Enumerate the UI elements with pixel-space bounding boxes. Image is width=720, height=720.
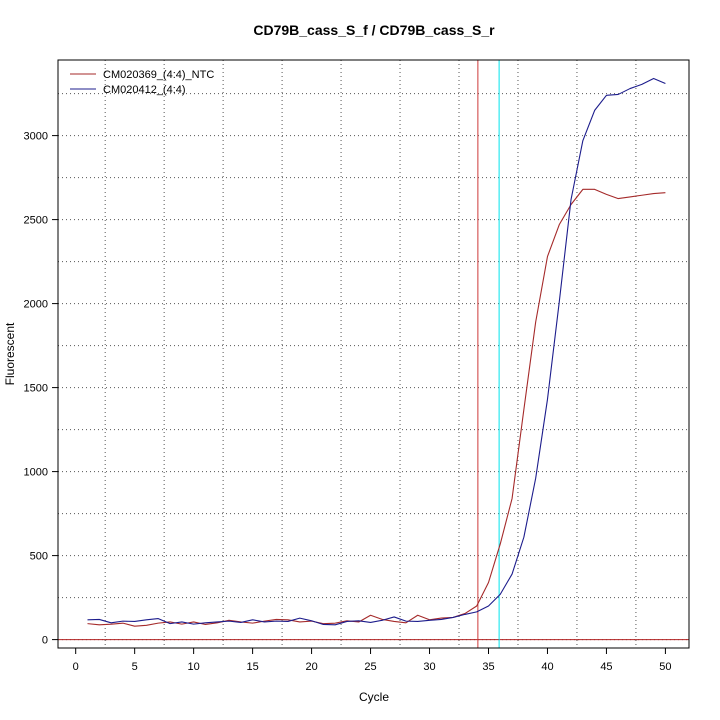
y-tick-label: 1500 (24, 383, 48, 395)
x-tick-label: 0 (73, 661, 79, 673)
y-tick-label: 2500 (24, 215, 48, 227)
x-tick-label: 40 (541, 661, 553, 673)
plot-frame (57, 59, 690, 649)
x-tick-label: 10 (188, 661, 200, 673)
legend: CM020369_(4:4)_NTC CM020412_(4:4) (70, 69, 214, 96)
y-axis-label: Fluorescent (3, 322, 17, 385)
chart-title: CD79B_cass_S_f / CD79B_cass_S_r (253, 22, 495, 38)
y-tick-label: 2000 (24, 299, 48, 311)
y-tick-label: 3000 (24, 131, 48, 143)
x-axis-label: Cycle (359, 690, 389, 704)
x-tick-label: 5 (132, 661, 138, 673)
threshold-lines (58, 60, 689, 648)
x-tick-label: 35 (482, 661, 494, 673)
y-tick-label: 1000 (24, 467, 48, 479)
series-line-1 (87, 188, 666, 627)
x-tick-label: 50 (659, 661, 671, 673)
y-axis: 0 500 1000 1500 2000 2500 3000 (24, 131, 58, 647)
x-tick-label: 30 (423, 661, 435, 673)
x-tick-label: 20 (305, 661, 317, 673)
series-lines (87, 77, 666, 627)
x-tick-label: 45 (600, 661, 612, 673)
y-tick-label: 500 (30, 551, 48, 563)
x-tick-label: 15 (246, 661, 258, 673)
x-axis: 0 5 10 15 20 25 30 35 40 45 50 (73, 648, 672, 673)
series-line-2 (87, 77, 666, 626)
legend-label-2: CM020412_(4:4) (103, 84, 186, 96)
legend-label-1: CM020369_(4:4)_NTC (103, 69, 214, 81)
x-tick-label: 25 (364, 661, 376, 673)
y-tick-label: 0 (42, 635, 48, 647)
